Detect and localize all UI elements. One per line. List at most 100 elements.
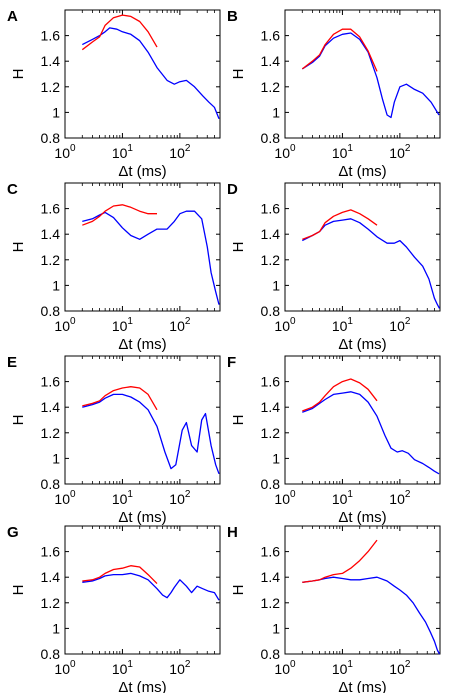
x-tick-label: 100	[54, 316, 76, 334]
y-tick-label: 1.4	[261, 399, 281, 415]
x-tick-label: 100	[274, 659, 296, 677]
y-tick-label: 1.6	[41, 201, 61, 217]
x-tick-label: 100	[274, 316, 296, 334]
x-tick-label: 101	[332, 316, 354, 334]
y-tick-label: 0.8	[41, 303, 61, 319]
x-tick-label: 101	[332, 659, 354, 677]
x-axis-label: Δt (ms)	[118, 336, 166, 353]
series-line-red	[82, 386, 158, 411]
panel-label: C	[7, 181, 18, 198]
x-tick-label: 100	[274, 489, 296, 507]
series-line-blue	[82, 393, 220, 475]
y-tick-label: 1	[52, 277, 60, 293]
y-tick-label: 1.4	[41, 399, 61, 415]
series-line-red	[82, 565, 158, 585]
y-tick-label: 1.6	[261, 374, 281, 390]
panel-label: B	[227, 8, 238, 25]
series-line-blue	[82, 27, 220, 120]
series-line-blue	[302, 391, 440, 475]
series-line-blue	[301, 32, 440, 119]
x-tick-label: 102	[169, 316, 191, 334]
series-line-red	[82, 204, 157, 226]
panel-label: D	[227, 181, 238, 198]
y-tick-label: 1.4	[41, 226, 61, 242]
y-tick-label: 0.8	[41, 130, 61, 146]
x-tick-label: 102	[169, 143, 191, 161]
y-tick-label: 1	[52, 104, 60, 120]
y-tick-label: 1.4	[41, 53, 61, 69]
y-tick-label: 1	[272, 620, 280, 636]
y-tick-label: 1.2	[41, 79, 61, 95]
y-axis-label: H	[230, 242, 247, 253]
x-axis-label: Δt (ms)	[338, 679, 386, 693]
x-tick-label: 102	[169, 489, 191, 507]
x-tick-label: 101	[112, 316, 134, 334]
y-tick-label: 1.4	[41, 569, 61, 585]
y-tick-label: 1	[52, 620, 60, 636]
series-line-blue	[82, 210, 220, 305]
plot-frame	[284, 525, 441, 655]
x-axis-label: Δt (ms)	[118, 509, 166, 526]
panel-label: A	[7, 8, 18, 25]
series-line-blue	[82, 572, 220, 601]
plot-frame	[284, 355, 441, 485]
x-tick-label: 101	[112, 489, 134, 507]
x-tick-label: 100	[274, 143, 296, 161]
panel-label: E	[7, 354, 17, 371]
y-axis-label: H	[10, 415, 27, 426]
y-tick-label: 1.4	[261, 569, 281, 585]
y-tick-label: 1.2	[41, 595, 61, 611]
series-line-red	[302, 539, 378, 583]
y-tick-label: 0.8	[261, 646, 281, 662]
plot-frame	[64, 355, 221, 485]
x-axis-label: Δt (ms)	[118, 679, 166, 693]
y-tick-label: 0.8	[261, 303, 281, 319]
x-tick-label: 101	[112, 143, 134, 161]
y-tick-label: 1.4	[261, 53, 281, 69]
x-tick-label: 100	[54, 489, 76, 507]
y-tick-label: 1.2	[261, 595, 281, 611]
y-tick-label: 1.6	[261, 28, 281, 44]
y-tick-label: 1.6	[261, 544, 281, 560]
y-tick-label: 0.8	[261, 130, 281, 146]
series-line-red	[302, 378, 378, 412]
y-tick-label: 1.2	[41, 425, 61, 441]
series-line-red	[81, 14, 158, 51]
y-tick-label: 1	[272, 450, 280, 466]
plot-frame	[64, 9, 221, 139]
x-axis-label: Δt (ms)	[338, 509, 386, 526]
y-tick-label: 1.4	[261, 226, 281, 242]
y-tick-label: 0.8	[261, 476, 281, 492]
y-tick-label: 1.2	[261, 79, 281, 95]
x-tick-label: 101	[112, 659, 134, 677]
y-tick-label: 1.6	[261, 201, 281, 217]
panel-label: F	[227, 354, 236, 371]
panel-label: G	[7, 524, 19, 541]
y-tick-label: 1.2	[261, 252, 281, 268]
y-axis-label: H	[230, 69, 247, 80]
x-tick-label: 101	[332, 143, 354, 161]
series-line-red	[302, 209, 378, 240]
series-line-red	[301, 28, 378, 72]
series-line-blue	[302, 576, 441, 655]
y-tick-label: 1.2	[41, 252, 61, 268]
y-tick-label: 0.8	[41, 646, 61, 662]
y-axis-label: H	[230, 585, 247, 596]
plot-frame	[284, 9, 441, 139]
y-tick-label: 1	[272, 277, 280, 293]
plot-frame	[64, 182, 221, 312]
y-axis-label: H	[10, 242, 27, 253]
x-axis-label: Δt (ms)	[118, 163, 166, 180]
y-tick-label: 1.2	[261, 425, 281, 441]
x-tick-label: 101	[332, 489, 354, 507]
y-tick-label: 1.6	[41, 374, 61, 390]
x-tick-label: 102	[389, 489, 411, 507]
